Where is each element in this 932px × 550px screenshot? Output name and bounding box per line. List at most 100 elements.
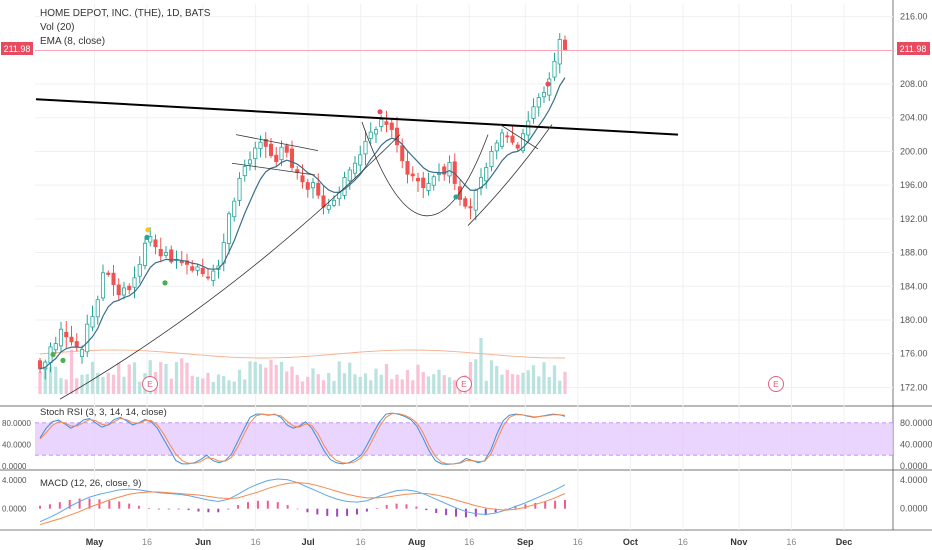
candle-body[interactable] [379,119,384,127]
candle-body[interactable] [132,277,137,288]
candle-body[interactable] [415,177,421,182]
resistance-trendline[interactable] [35,98,679,136]
candle-body[interactable] [64,331,69,338]
candle-body[interactable] [284,145,289,153]
support-curve[interactable] [59,134,401,400]
candle-body[interactable] [163,252,169,256]
candle-body[interactable] [300,175,305,183]
candle-body[interactable] [463,198,468,207]
candle-body[interactable] [310,182,316,189]
candle-body[interactable] [431,176,436,186]
candle-body[interactable] [373,129,379,135]
candle-body[interactable] [268,143,274,157]
candle-body[interactable] [274,154,279,162]
candle-body[interactable] [457,186,463,200]
candle-body[interactable] [536,97,541,108]
candle-body[interactable] [473,189,478,211]
candle-body[interactable] [242,166,247,177]
candle-body[interactable] [53,343,58,351]
candle-body[interactable] [190,266,195,271]
candle-body[interactable] [400,145,405,162]
candle-body[interactable] [100,272,106,299]
candle-body[interactable] [557,38,562,65]
candle-body[interactable] [552,60,557,78]
candle-body[interactable] [74,341,79,348]
candle-body[interactable] [37,360,43,370]
macd-label[interactable]: MACD (12, 26, close, 9) [40,478,141,489]
candle-body[interactable] [153,239,158,248]
candle-body[interactable] [541,92,547,98]
candlesticks[interactable] [37,33,568,380]
candle-body[interactable] [237,178,242,201]
candle-body[interactable] [384,121,389,125]
candle-body[interactable] [142,242,148,266]
candle-body[interactable] [263,138,268,147]
cup-curve[interactable] [361,121,489,217]
candle-body[interactable] [247,159,253,165]
candle-body[interactable] [232,200,237,218]
candle-body[interactable] [515,144,520,149]
handle-line[interactable] [499,124,539,150]
candle-body[interactable] [200,267,205,275]
candle-body[interactable] [127,285,132,291]
candle-body[interactable] [85,323,90,353]
candle-body[interactable] [426,183,431,191]
candle-body[interactable] [363,140,368,155]
earnings-marker[interactable]: E [142,376,158,392]
candle-body[interactable] [389,122,394,130]
candle-body[interactable] [116,284,121,296]
candle-body[interactable] [106,272,111,275]
candle-body[interactable] [484,167,489,182]
candle-body[interactable] [69,336,74,343]
flag-upper-line[interactable] [235,134,319,151]
candle-body[interactable] [111,272,116,285]
candle-body[interactable] [489,151,494,167]
candle-body[interactable] [442,166,447,175]
candle-body[interactable] [510,135,515,143]
candle-body[interactable] [211,270,216,281]
candle-body[interactable] [195,266,200,271]
stoch-rsi-pane[interactable] [35,412,893,465]
ema-indicator-label[interactable]: EMA (8, close) [40,36,105,47]
candle-body[interactable] [158,249,163,257]
candle-body[interactable] [531,106,536,119]
candle-body[interactable] [562,39,568,50]
candle-body[interactable] [368,131,373,139]
candle-body[interactable] [421,177,426,189]
candle-body[interactable] [169,249,174,263]
earnings-marker[interactable]: E [456,376,472,392]
stoch-rsi-label[interactable]: Stoch RSI (3, 3, 14, 14, close) [40,407,167,418]
macd-pane[interactable] [39,478,566,526]
candle-body[interactable] [447,161,452,177]
candle-body[interactable] [58,328,64,347]
candle-body[interactable] [279,146,284,161]
candle-body[interactable] [205,276,211,279]
candle-body[interactable] [253,147,258,160]
flag-lower-line[interactable] [231,162,316,176]
candle-body[interactable] [305,182,310,190]
candle-body[interactable] [326,204,331,210]
rising-support-line[interactable] [467,124,553,226]
candle-body[interactable] [410,173,415,177]
candle-body[interactable] [505,135,510,138]
candle-body[interactable] [321,195,326,208]
candle-body[interactable] [137,263,142,277]
candle-body[interactable] [316,182,321,196]
candle-body[interactable] [358,154,363,166]
candle-body[interactable] [347,169,352,182]
earnings-marker[interactable]: E [768,376,784,392]
candle-body[interactable] [352,162,358,174]
candle-body[interactable] [436,172,442,175]
candle-body[interactable] [494,142,499,152]
candle-body[interactable] [79,349,85,357]
candle-body[interactable] [331,199,337,206]
candle-body[interactable] [95,299,100,318]
volume-indicator-label[interactable]: Vol (20) [40,22,74,33]
candle-body[interactable] [90,316,95,328]
candle-body[interactable] [526,120,531,136]
candle-body[interactable] [179,260,184,264]
candle-body[interactable] [547,78,552,96]
candle-body[interactable] [520,133,526,152]
